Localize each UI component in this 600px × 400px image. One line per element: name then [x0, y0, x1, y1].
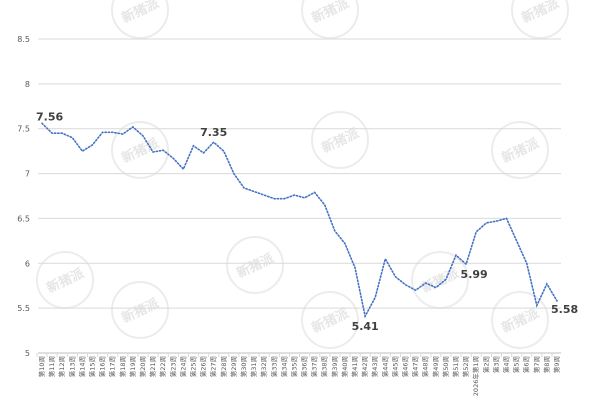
x-tick-label: 第24周 [178, 356, 187, 377]
x-tick-label: 第49周 [431, 356, 440, 377]
x-tick-label: 第28周 [219, 356, 228, 377]
x-tick-label: 第41周 [350, 356, 359, 377]
watermark-circle [491, 121, 549, 179]
x-tick-label: 第51周 [451, 356, 460, 377]
watermark-circle [301, 0, 359, 39]
x-tick-label: 第3周 [491, 356, 500, 373]
x-tick-label: 第12周 [57, 356, 66, 377]
x-tick-label: 第23周 [168, 356, 177, 377]
y-tick-label: 7.5 [17, 125, 30, 134]
x-tick-label: 第30周 [239, 356, 248, 377]
x-tick-label: 第14周 [77, 356, 86, 377]
x-tick-label: 第48周 [421, 356, 430, 377]
x-tick-label: 第31周 [249, 356, 258, 377]
x-tick-label: 第9周 [552, 356, 561, 373]
x-tick-label: 第4周 [502, 356, 511, 373]
watermark-circle [226, 236, 284, 294]
y-tick-label: 8.5 [17, 35, 30, 44]
x-tick-label: 第42周 [360, 356, 369, 377]
watermark-text: 新猪派 [44, 265, 87, 296]
watermark-text: 新猪派 [519, 0, 562, 26]
y-axis-ticks: 5 5.5 6 6.5 7 7.5 8 8.5 [17, 35, 30, 358]
watermark-text: 新猪派 [119, 295, 162, 326]
x-tick-label: 第39周 [330, 356, 339, 377]
watermark-text: 新猪派 [309, 305, 352, 336]
x-axis-ticks: 第10周 第11周 第12周 第13周 第14周 第15周 第16周 第17周 第18周 第19周… [36, 353, 561, 396]
x-tick-label: 第13周 [67, 356, 76, 377]
x-tick-label: 第45周 [390, 356, 399, 377]
x-tick-label: 第37周 [310, 356, 319, 377]
x-tick-label: 第6周 [522, 356, 531, 373]
x-tick-label: 第52周 [461, 356, 470, 377]
x-tick-label: 第50周 [441, 356, 450, 377]
x-tick-label: 第25周 [188, 356, 197, 377]
series-line [41, 122, 558, 319]
watermark-circle [111, 121, 169, 179]
watermark-circle [111, 281, 169, 339]
x-tick-label: 第20周 [138, 356, 147, 377]
y-tick-label: 5.5 [17, 304, 30, 313]
watermark-circle [111, 0, 169, 39]
data-label: 5.58 [551, 303, 578, 316]
x-tick-label: 第38周 [320, 356, 329, 377]
x-tick-label: 第7周 [532, 356, 541, 373]
x-tick-label: 第44周 [380, 356, 389, 377]
x-tick-label: 第5周 [512, 356, 521, 373]
x-tick-label: 第19周 [128, 356, 137, 377]
y-tick-label: 7 [25, 170, 30, 179]
x-tick-label: 第29周 [229, 356, 238, 377]
x-tick-label: 2026年第1周 [471, 356, 480, 396]
watermark-text: 新猪派 [419, 265, 462, 296]
y-tick-label: 6 [25, 259, 30, 268]
x-tick-label: 第40周 [340, 356, 349, 377]
watermark-text: 新猪派 [499, 305, 542, 336]
y-tick-label: 6.5 [17, 214, 30, 223]
watermark-circle [311, 111, 369, 169]
x-tick-label: 第43周 [370, 356, 379, 377]
watermark-circle [491, 291, 549, 349]
watermark-text: 新猪派 [234, 250, 277, 281]
watermark-text: 新猪派 [499, 135, 542, 166]
watermark-text: 新猪派 [119, 135, 162, 166]
data-label: 7.35 [200, 126, 227, 139]
x-tick-label: 第47周 [411, 356, 420, 377]
x-tick-label: 第22周 [158, 356, 167, 377]
watermark-text: 新猪派 [119, 0, 162, 26]
x-tick-label: 第26周 [199, 356, 208, 377]
x-tick-label: 第8周 [542, 356, 551, 373]
x-tick-label: 第36周 [300, 356, 309, 377]
x-tick-label: 第2周 [481, 356, 490, 373]
x-tick-label: 第16周 [98, 356, 107, 377]
data-label: 7.56 [36, 110, 63, 123]
data-label: 5.41 [352, 320, 379, 333]
x-tick-label: 第33周 [269, 356, 278, 377]
x-tick-label: 第18周 [118, 356, 127, 377]
x-tick-label: 第34周 [279, 356, 288, 377]
watermark-circle [301, 291, 359, 349]
x-tick-label: 第27周 [209, 356, 218, 377]
watermark-text: 新猪派 [309, 0, 352, 26]
gridlines [38, 38, 561, 354]
x-tick-label: 第11周 [47, 356, 56, 377]
x-tick-label: 第32周 [259, 356, 268, 377]
data-label: 5.99 [461, 268, 488, 281]
series-line-path [41, 122, 558, 319]
x-tick-label: 第15周 [87, 356, 96, 377]
data-labels: 7.56 7.35 5.41 5.99 5.58 [36, 110, 578, 333]
y-tick-label: 8 [25, 80, 30, 89]
x-tick-label: 第46周 [401, 356, 410, 377]
x-tick-label: 第21周 [148, 356, 157, 377]
x-tick-label: 第10周 [37, 356, 46, 377]
x-tick-label: 第35周 [289, 356, 298, 377]
y-tick-label: 5 [25, 349, 30, 358]
watermark-circle [511, 0, 569, 39]
x-tick-label: 第17周 [108, 356, 117, 377]
watermark-text: 新猪派 [319, 125, 362, 156]
